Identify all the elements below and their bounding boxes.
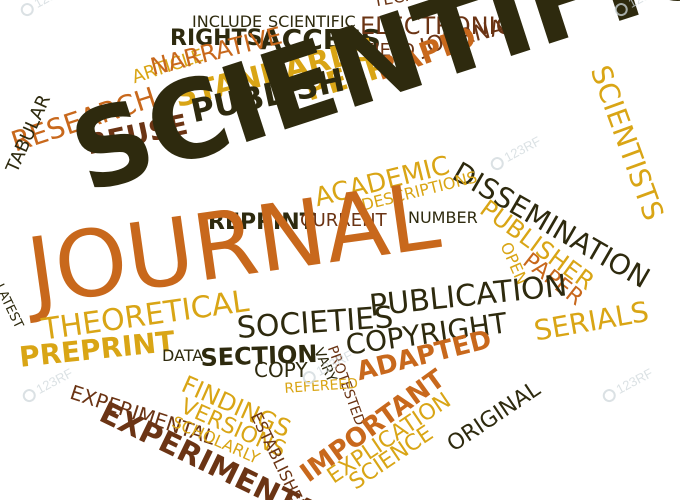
cloud-word: CURRENT	[300, 210, 387, 231]
watermark: 123RF	[600, 365, 656, 405]
camera-icon	[600, 386, 619, 405]
camera-icon	[18, 0, 37, 19]
cloud-word: INCLUDE	[192, 12, 263, 31]
camera-icon	[488, 154, 507, 173]
cloud-word: SCIENTISTS	[583, 60, 671, 225]
watermark: 123RF	[488, 133, 544, 173]
watermark-text: 123RF	[613, 365, 656, 397]
camera-icon	[20, 386, 39, 405]
cloud-word: NUMBER	[408, 208, 478, 227]
watermark-text: 123RF	[32, 0, 74, 11]
cloud-word: LATEST	[0, 281, 26, 332]
cloud-word: DATA	[162, 346, 204, 365]
cloud-word: REPRINT	[208, 210, 315, 235]
cloud-word: ORIGINAL	[442, 376, 546, 458]
cloud-word: RIGHTS	[170, 26, 263, 51]
cloud-word: COPY	[254, 358, 308, 382]
watermark: 123RF	[18, 0, 74, 19]
cloud-word: FIELD	[364, 40, 415, 61]
cloud-word: ACCESS	[260, 23, 381, 56]
cloud-word: ELECTRONIC	[360, 12, 513, 40]
watermark-text: 123RF	[501, 133, 544, 165]
cloud-word: SCIENTIFIC	[268, 12, 356, 31]
